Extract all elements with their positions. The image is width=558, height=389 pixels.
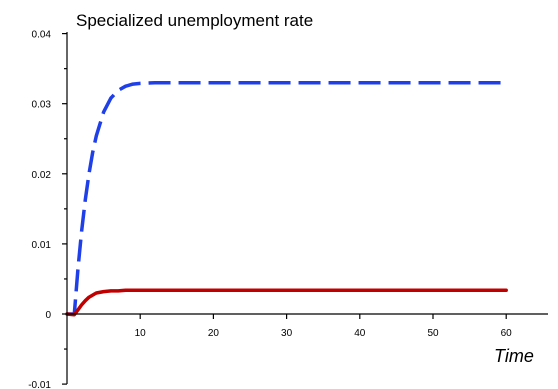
y-tick-label: 0.02 <box>32 170 52 181</box>
x-ticks: 10 20 30 40 50 60 <box>135 314 513 339</box>
x-tick-label: 50 <box>427 328 439 339</box>
y-tick-label: -0.01 <box>28 380 51 389</box>
series-layer <box>65 80 508 317</box>
y-tick-label: 0.03 <box>32 100 52 111</box>
y-tick-label: 0.04 <box>32 30 52 41</box>
y-tick-label: 0.01 <box>32 240 52 251</box>
x-tick-label: 10 <box>135 328 147 339</box>
chart-title: Specialized unemployment rate <box>76 11 313 30</box>
series-line-2 <box>65 288 508 317</box>
x-tick-label: 30 <box>281 328 293 339</box>
y-tick-label: 0 <box>45 310 51 321</box>
x-tick-label: 40 <box>354 328 366 339</box>
x-axis-label: Time <box>494 346 534 366</box>
series-line-1 <box>67 80 507 316</box>
y-ticks: -0.01 0 0.01 0.02 0.03 0.04 <box>28 30 67 389</box>
x-tick-label: 20 <box>208 328 220 339</box>
x-tick-label: 60 <box>501 328 513 339</box>
